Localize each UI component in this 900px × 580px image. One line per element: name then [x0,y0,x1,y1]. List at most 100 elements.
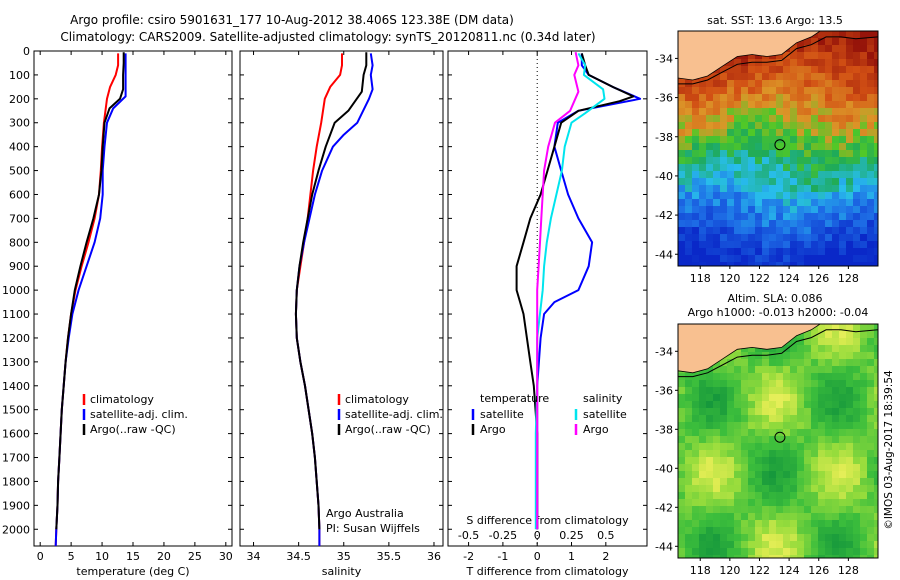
x-tick-label: 120 [719,564,740,577]
map-cell [776,359,784,367]
map-cell [860,380,868,388]
map-cell [685,499,693,507]
map-cell [720,499,728,507]
map-cell [776,443,784,451]
map-cell [776,164,784,172]
map-cell [783,192,791,200]
map-cell [741,262,749,266]
map-cell [741,101,749,109]
map-cell [734,520,742,528]
map-cell [692,520,700,528]
map-cell [678,520,686,528]
map-cell [860,408,868,416]
map-cell [741,387,749,395]
map-cell [832,164,840,172]
map-cell [734,373,742,381]
map-cell [699,115,707,123]
map-cell [797,241,805,249]
map-cell [839,415,847,423]
map-cell [839,443,847,451]
map-cell [776,199,784,207]
map-cell [706,227,714,235]
map-cell [825,359,833,367]
map-cell [734,527,742,535]
map-cell [713,262,721,266]
map-cell [797,185,805,193]
map-cell [853,408,861,416]
map-cell [867,443,875,451]
map-cell [832,178,840,186]
map-cell [811,241,819,249]
map-cell [839,206,847,214]
map-cell [678,157,686,165]
map-cell [797,450,805,458]
annotation-line: PI: Susan Wijffels [326,522,420,535]
map-cell [797,199,805,207]
map-cell [825,345,833,353]
map-cell [699,87,707,95]
map-cell [867,213,875,221]
map-cell [706,415,714,423]
map-cell [727,352,735,360]
map-cell [818,359,826,367]
map-cell [825,380,833,388]
map-cell [874,87,878,95]
map-cell [706,101,714,109]
depth-tick-label: 1900 [2,499,30,512]
map-cell [769,436,777,444]
map-cell [776,471,784,479]
map-cell [874,555,878,558]
map-cell [839,108,847,116]
map-cell [734,80,742,88]
map-cell [741,122,749,130]
map-cell [741,478,749,486]
map-cell [706,541,714,549]
map-cell [776,73,784,81]
map-cell [685,94,693,102]
map-cell [846,394,854,402]
map-cell [783,541,791,549]
map-cell [706,150,714,158]
map-cell [776,534,784,542]
map-cell [839,171,847,179]
map-cell [692,492,700,500]
map-cell [741,534,749,542]
map-cell [818,429,826,437]
map-cell [699,199,707,207]
x2-tick-label: 0.5 [597,529,615,542]
map-cell [797,366,805,374]
map-cell [846,541,854,549]
map-cell [790,94,798,102]
map-cell [867,248,875,256]
map-cell [874,394,878,402]
map-cell [776,345,784,353]
map-cell [853,548,861,556]
map-cell [853,108,861,116]
map-cell [874,534,878,542]
depth-tick-label: 900 [9,260,30,273]
map-cell [692,262,700,266]
map-cell [769,485,777,493]
map-cell [804,499,812,507]
map-cell [741,506,749,514]
map-cell [769,178,777,186]
map-cell [727,108,735,116]
map-cell [734,541,742,549]
map-cell [685,213,693,221]
map-cell [818,415,826,423]
map-cell [685,520,693,528]
map-cell [727,541,735,549]
map-cell [699,220,707,228]
map-cell [748,122,756,130]
map-cell [846,31,854,39]
map-cell [867,471,875,479]
map-cell [734,185,742,193]
map-cell [839,143,847,151]
map-cell [874,115,878,123]
map-cell [790,429,798,437]
map-cell [762,164,770,172]
map-cell [853,373,861,381]
map-cell [874,541,878,549]
map-cell [776,499,784,507]
map-cell [720,213,728,221]
